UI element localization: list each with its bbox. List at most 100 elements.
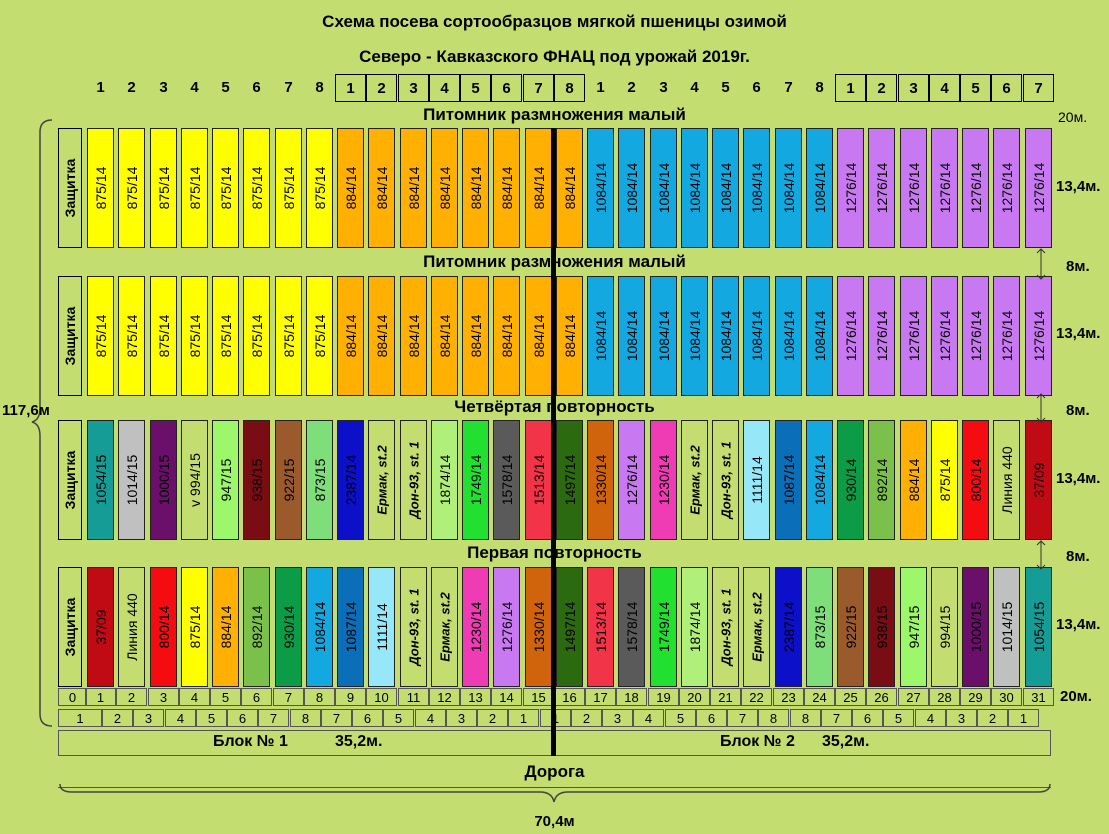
plot-variety-label: 1014/15	[998, 601, 1015, 653]
plot-variety-label: 1084/14	[811, 310, 828, 362]
dim-plot-length-1: 13,4м.	[1056, 178, 1101, 195]
plot-variety-label: 1014/15	[123, 454, 140, 506]
plot-number-cell: 1	[85, 688, 116, 706]
plot-cell: 875/14	[181, 276, 208, 396]
column-number: 2	[127, 79, 136, 96]
plot-variety-label: 875/14	[123, 314, 140, 358]
plot-variety-label: 1276/14	[967, 310, 984, 362]
plot-variety-label: 1578/14	[623, 601, 640, 653]
column-number: 1	[335, 74, 366, 102]
plot-cell: 1497/14	[556, 567, 583, 687]
plot-variety-label: 1578/14	[498, 454, 515, 506]
plot-cell: 1084/14	[712, 276, 739, 396]
plot-variety-label: 1084/14	[780, 310, 797, 362]
plot-variety-label: 884/14	[498, 166, 515, 210]
plot-cell: 875/14	[306, 276, 333, 396]
plot-number-cell: 19	[648, 688, 679, 706]
block-1-width: 35,2м.	[335, 733, 383, 750]
plot-cell: 922/15	[275, 420, 302, 540]
plot-cell: 2387/14	[337, 420, 364, 540]
replication-number-cell: 2	[571, 709, 602, 727]
plot-cell: 922/15	[837, 567, 864, 687]
plot-cell: 1276/14	[900, 276, 927, 396]
plot-cell: 1084/14	[650, 128, 677, 248]
plot-cell: Ермак, st.2	[681, 420, 708, 540]
plot-variety-label: Дон-93, st. 1	[406, 441, 421, 519]
plot-variety-label: Ермак, st.2	[374, 445, 389, 515]
replication-number-cell: 1	[1008, 709, 1039, 727]
plot-cell: 884/14	[525, 276, 552, 396]
plot-cell: 1054/15	[87, 420, 114, 540]
plot-variety-label: 1084/14	[811, 162, 828, 214]
plot-cell: 37/09	[1025, 420, 1052, 540]
column-number: 6	[491, 74, 522, 102]
plot-variety-label: 1084/14	[592, 310, 609, 362]
plot-number-cell: 10	[366, 688, 397, 706]
plot-cell: 1578/14	[618, 567, 645, 687]
plot-variety-label: 884/14	[561, 314, 578, 358]
plot-cell: 884/14	[556, 128, 583, 248]
plot-cell: 873/15	[306, 420, 333, 540]
plot-variety-label: 892/14	[873, 458, 890, 502]
protection-strip: Защитка	[58, 276, 82, 396]
replication-number-cell: 3	[446, 709, 477, 727]
plot-variety-label: 1276/14	[905, 162, 922, 214]
plot-number-cell: 13	[460, 688, 491, 706]
plot-variety-label: 1330/14	[530, 601, 547, 653]
column-number: 3	[898, 74, 929, 102]
plot-variety-label: 875/14	[311, 166, 328, 210]
plot-cell: 800/14	[150, 567, 177, 687]
plot-cell: 1230/14	[650, 420, 677, 540]
plot-variety-label: 1276/14	[936, 162, 953, 214]
plot-variety-label: Ермак, st.2	[437, 592, 452, 662]
plot-number-cell: 17	[585, 688, 616, 706]
dim-plot-length-3: 13,4м.	[1056, 470, 1101, 487]
plot-number-cell: 29	[960, 688, 991, 706]
plot-cell: 884/14	[462, 276, 489, 396]
replication-number-cell: 2	[477, 709, 508, 727]
plot-variety-label: 1276/14	[873, 310, 890, 362]
plot-cell: 884/14	[493, 276, 520, 396]
plot-number-cell: 27	[898, 688, 929, 706]
plot-variety-label: 922/15	[842, 605, 859, 649]
plot-variety-label: 875/14	[123, 166, 140, 210]
plot-variety-label: 875/14	[186, 605, 203, 649]
plot-cell: 1084/14	[587, 128, 614, 248]
plot-cell: Дон-93, st. 1	[712, 420, 739, 540]
plot-variety-label: Ермак, st.2	[687, 445, 702, 515]
plot-variety-label: 1276/14	[842, 162, 859, 214]
plot-cell: 2387/14	[775, 567, 802, 687]
plot-cell: 884/14	[212, 567, 239, 687]
plot-cell: 875/14	[212, 276, 239, 396]
plot-cell: 1276/14	[931, 276, 958, 396]
plot-variety-label: 875/14	[248, 314, 265, 358]
plot-cell: 1276/14	[962, 128, 989, 248]
plot-cell: 1276/14	[493, 567, 520, 687]
plot-variety-label: 1084/14	[811, 454, 828, 506]
plot-cell: 875/14	[87, 128, 114, 248]
gap-arrow-icon	[1036, 393, 1046, 423]
replication-number-cell: 8	[758, 709, 789, 727]
total-length-label: 117,6м	[2, 402, 50, 419]
replication-number-cell: 8	[790, 709, 821, 727]
length-brace	[31, 119, 53, 727]
plot-number-cell: 4	[179, 688, 210, 706]
plot-cell: v 994/15	[181, 420, 208, 540]
plot-variety-label: 1230/14	[655, 454, 672, 506]
plot-variety-label: 1276/14	[967, 162, 984, 214]
plot-variety-label: 875/14	[280, 166, 297, 210]
plot-variety-label: 37/09	[1030, 462, 1047, 498]
plot-variety-label: 1513/14	[592, 601, 609, 653]
plot-cell: 875/14	[118, 276, 145, 396]
replication-number-cell: 7	[727, 709, 758, 727]
plot-cell: 1084/14	[743, 276, 770, 396]
plot-variety-label: 1111/14	[373, 603, 390, 651]
plot-variety-label: 930/14	[280, 605, 297, 649]
plot-cell: 930/14	[275, 567, 302, 687]
dim-plot-length-4: 13,4м.	[1056, 616, 1101, 633]
gap-arrow-icon	[1036, 540, 1046, 570]
plot-variety-label: 884/14	[467, 314, 484, 358]
plot-cell: Ермак, st.2	[368, 420, 395, 540]
plot-cell: 1330/14	[587, 420, 614, 540]
plot-number-cell: 31	[1023, 688, 1054, 706]
